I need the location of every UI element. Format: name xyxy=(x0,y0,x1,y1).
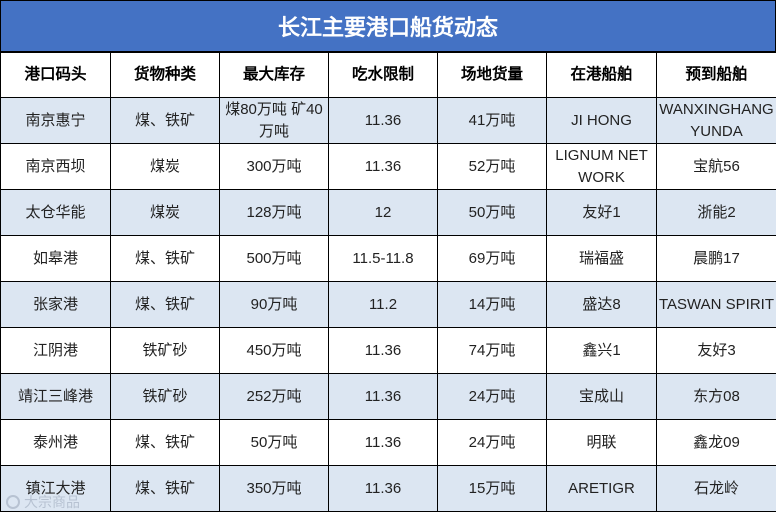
table-cell: 11.36 xyxy=(328,373,438,420)
table-row: 如皋港 煤、铁矿 500万吨 11.5-11.8 69万吨 瑞福盛 晨鹏17 xyxy=(0,235,776,282)
table-cell: 90万吨 xyxy=(219,281,329,328)
table-cell: 镇江大港 xyxy=(0,465,111,512)
header-cell: 预到船舶 xyxy=(656,52,776,98)
table-cell: 41万吨 xyxy=(437,97,547,144)
table-cell: 石龙岭 xyxy=(656,465,776,512)
table-cell: 52万吨 xyxy=(437,143,547,190)
table-cell: 11.36 xyxy=(328,419,438,466)
table-cell: 浙能2 xyxy=(656,189,776,236)
table-cell: 50万吨 xyxy=(219,419,329,466)
table-cell: 东方08 xyxy=(656,373,776,420)
table-cell: 瑞福盛 xyxy=(546,235,657,282)
table-cell: 煤、铁矿 xyxy=(110,419,220,466)
table-row: 张家港 煤、铁矿 90万吨 11.2 14万吨 盛达8 TASWAN SPIRIT xyxy=(0,281,776,328)
table-cell: 12 xyxy=(328,189,438,236)
table-cell: 15万吨 xyxy=(437,465,547,512)
table-row: 靖江三峰港 铁矿砂 252万吨 11.36 24万吨 宝成山 东方08 xyxy=(0,373,776,420)
header-cell: 港口码头 xyxy=(0,52,111,98)
table-row: 太仓华能 煤炭 128万吨 12 50万吨 友好1 浙能2 xyxy=(0,189,776,236)
table-cell: TASWAN SPIRIT xyxy=(656,281,776,328)
table-cell: 煤、铁矿 xyxy=(110,465,220,512)
table-cell: 煤炭 xyxy=(110,189,220,236)
table-cell: 128万吨 xyxy=(219,189,329,236)
table-cell: 南京惠宁 xyxy=(0,97,111,144)
table-cell: 铁矿砂 xyxy=(110,373,220,420)
header-cell: 最大库存 xyxy=(219,52,329,98)
table-cell: 煤、铁矿 xyxy=(110,281,220,328)
table-cell: 14万吨 xyxy=(437,281,547,328)
header-cell: 吃水限制 xyxy=(328,52,438,98)
table-title: 长江主要港口船货动态 xyxy=(0,0,776,52)
table-cell: 煤80万吨 矿40万吨 xyxy=(219,97,329,144)
table-cell: 鑫兴1 xyxy=(546,327,657,374)
table-cell: 靖江三峰港 xyxy=(0,373,111,420)
table-cell: 煤炭 xyxy=(110,143,220,190)
port-table: 港口码头 货物种类 最大库存 吃水限制 场地货量 在港船舶 预到船舶 南京惠宁煤… xyxy=(0,52,776,512)
table-cell: 300万吨 xyxy=(219,143,329,190)
table-cell: 江阴港 xyxy=(0,327,111,374)
table-cell: JI HONG xyxy=(546,97,657,144)
table-cell: 350万吨 xyxy=(219,465,329,512)
table-cell: 69万吨 xyxy=(437,235,547,282)
table-cell: 252万吨 xyxy=(219,373,329,420)
table-body: 南京惠宁 煤、铁矿 煤80万吨 矿40万吨 11.36 41万吨 JI HONG WANXI… xyxy=(0,97,776,512)
table-cell: 友好3 xyxy=(656,327,776,374)
table-cell: 明联 xyxy=(546,419,657,466)
table-cell: LIGNUM NETWORK xyxy=(546,143,657,190)
table-cell: 友好1 xyxy=(546,189,657,236)
table-cell: 南京西坝 xyxy=(0,143,111,190)
table-cell: 500万吨 xyxy=(219,235,329,282)
header-cell: 场地货量 xyxy=(437,52,547,98)
table-cell: 煤、铁矿 xyxy=(110,235,220,282)
table-cell: 11.36 xyxy=(328,465,438,512)
table-row: 镇江大港 煤、铁矿 350万吨 11.36 15万吨 ARETIGR 石龙岭 xyxy=(0,465,776,512)
table-cell: 11.36 xyxy=(328,97,438,144)
table-cell: WANXINGHANGYUNDA xyxy=(656,97,776,144)
table-cell: 盛达8 xyxy=(546,281,657,328)
table-cell: 泰州港 xyxy=(0,419,111,466)
table-cell: 24万吨 xyxy=(437,373,547,420)
table-cell: 50万吨 xyxy=(437,189,547,236)
table-cell: 如皋港 xyxy=(0,235,111,282)
table-cell: 鑫龙09 xyxy=(656,419,776,466)
table-cell: 24万吨 xyxy=(437,419,547,466)
table-row: 南京西坝 煤炭 300万吨 11.36 52万吨 LIGNUM NETWORK 宝航56 xyxy=(0,143,776,190)
table-cell: 晨鹏17 xyxy=(656,235,776,282)
table-row: 南京惠宁 煤、铁矿 煤80万吨 矿40万吨 11.36 41万吨 JI HONG WANXI… xyxy=(0,97,776,144)
table-cell: 宝航56 xyxy=(656,143,776,190)
table-cell: 张家港 xyxy=(0,281,111,328)
table-cell: 宝成山 xyxy=(546,373,657,420)
header-cell: 在港船舶 xyxy=(546,52,657,98)
table-row: 江阴港 铁矿砂 450万吨 11.36 74万吨 鑫兴1 友好3 xyxy=(0,327,776,374)
header-row: 港口码头 货物种类 最大库存 吃水限制 场地货量 在港船舶 预到船舶 xyxy=(0,52,776,98)
table-cell: 铁矿砂 xyxy=(110,327,220,374)
table-cell: 太仓华能 xyxy=(0,189,111,236)
table-cell: 11.5-11.8 xyxy=(328,235,438,282)
table-cell: 11.36 xyxy=(328,327,438,374)
table-cell: 煤、铁矿 xyxy=(110,97,220,144)
table-cell: ARETIGR xyxy=(546,465,657,512)
header-cell: 货物种类 xyxy=(110,52,220,98)
table-row: 泰州港 煤、铁矿 50万吨 11.36 24万吨 明联 鑫龙09 xyxy=(0,419,776,466)
table-cell: 74万吨 xyxy=(437,327,547,374)
table-cell: 11.2 xyxy=(328,281,438,328)
table-cell: 450万吨 xyxy=(219,327,329,374)
table-cell: 11.36 xyxy=(328,143,438,190)
